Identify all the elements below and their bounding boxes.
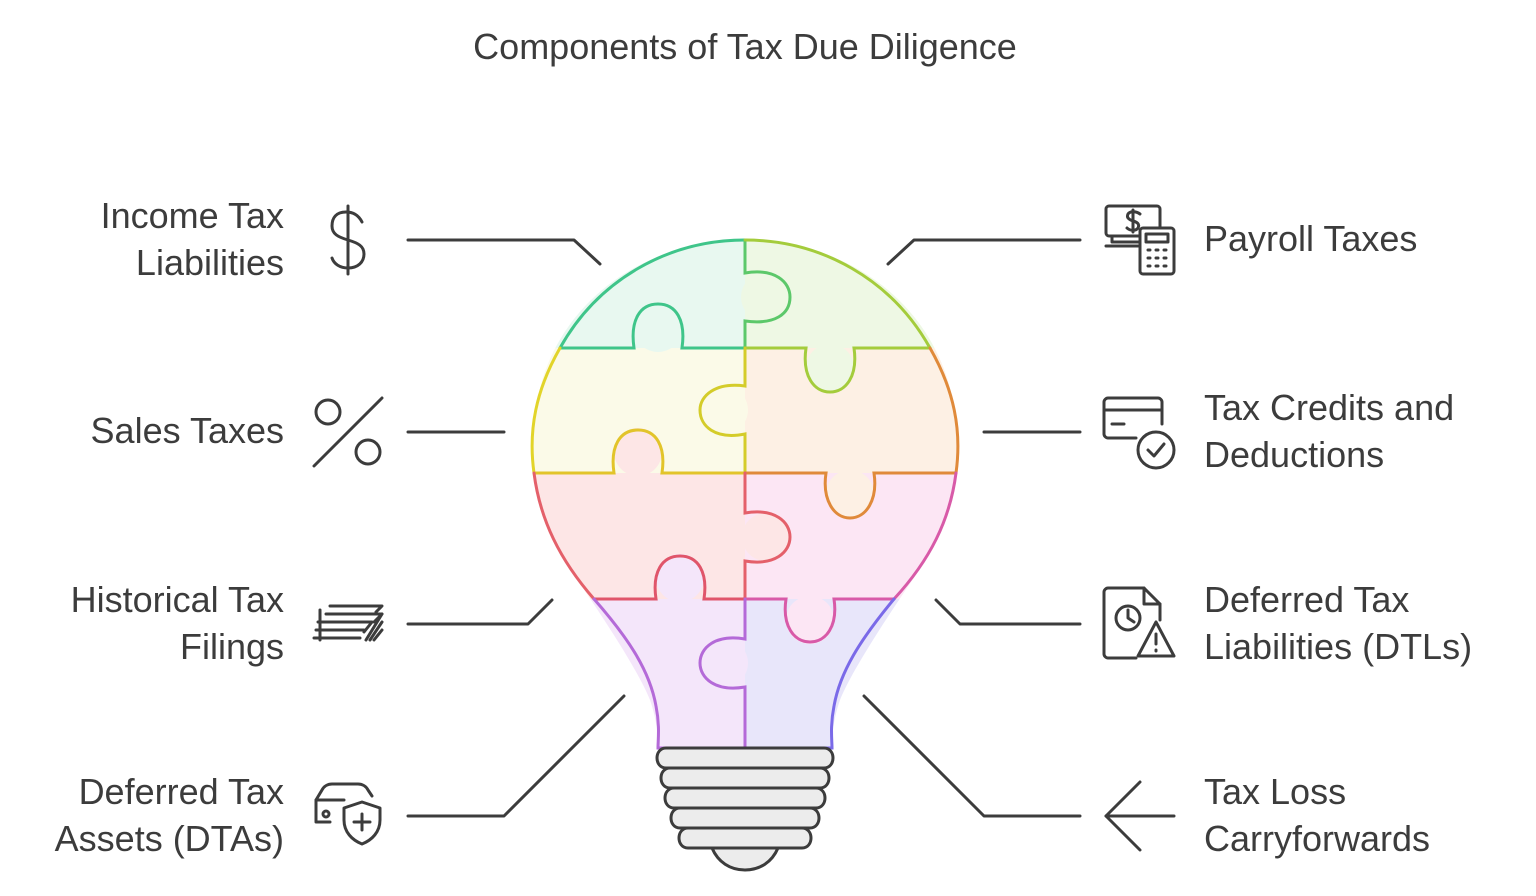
tab-red-top bbox=[614, 428, 662, 476]
label-tax-credits-deductions: Tax Credits and Deductions bbox=[1204, 384, 1534, 478]
label-line: Deductions bbox=[1204, 434, 1385, 475]
seam-7 bbox=[743, 471, 792, 601]
tab-red bbox=[742, 513, 790, 561]
label-line: Payroll Taxes bbox=[1204, 218, 1418, 259]
label-deferred-tax-liabilities: Deferred Tax Liabilities (DTLs) bbox=[1204, 576, 1534, 670]
tab-green bbox=[634, 304, 682, 352]
connector-dtas bbox=[406, 694, 626, 818]
label-line: Liabilities (DTLs) bbox=[1204, 626, 1473, 667]
label-line: Sales Taxes bbox=[90, 410, 284, 451]
connector-tax-loss bbox=[862, 694, 1082, 818]
credit-card-check-icon bbox=[1102, 396, 1176, 470]
seam-6 bbox=[743, 471, 958, 520]
bulb-base bbox=[655, 746, 835, 872]
car-shield-icon bbox=[314, 782, 382, 846]
outline-mid-right bbox=[928, 346, 960, 475]
label-line: Tax Loss bbox=[1204, 771, 1347, 812]
label-line: Deferred Tax bbox=[1204, 579, 1410, 620]
dollar-sign-icon bbox=[330, 204, 366, 276]
label-line: Filings bbox=[179, 626, 284, 667]
label-historical-tax-filings: Historical Tax Filings bbox=[4, 576, 284, 670]
connector-historical-filings bbox=[406, 598, 554, 626]
label-line: Assets (DTAs) bbox=[54, 818, 284, 859]
connector-payroll bbox=[886, 238, 1082, 266]
label-line: Deferred Tax bbox=[78, 771, 284, 812]
label-sales-taxes: Sales Taxes bbox=[4, 407, 284, 454]
outline-mid-left bbox=[530, 346, 562, 475]
document-clock-warning-icon bbox=[1102, 586, 1176, 660]
seam-4 bbox=[698, 346, 747, 475]
seam-8 bbox=[592, 554, 747, 601]
seam-2 bbox=[743, 238, 792, 350]
label-tax-loss-carryforwards: Tax Loss Carryforwards bbox=[1204, 768, 1534, 862]
base-ring-4 bbox=[669, 806, 821, 830]
tab-lime-bottom bbox=[806, 344, 854, 392]
bulb-outline bbox=[530, 238, 960, 750]
seam-1 bbox=[558, 302, 747, 350]
diagram-title: Components of Tax Due Diligence bbox=[473, 26, 1017, 67]
label-deferred-tax-assets: Deferred Tax Assets (DTAs) bbox=[4, 768, 284, 862]
outline-top-right bbox=[743, 238, 932, 350]
tab-violet-top bbox=[656, 554, 704, 602]
base-ring-1 bbox=[655, 746, 835, 770]
piece-peach bbox=[745, 348, 957, 473]
base-ring-2 bbox=[659, 766, 831, 790]
seam-3 bbox=[743, 346, 932, 394]
outline-low-right bbox=[892, 471, 958, 601]
percent-icon bbox=[312, 396, 384, 468]
seam-10 bbox=[698, 597, 747, 750]
label-income-tax-liabilities: Income Tax Liabilities bbox=[4, 192, 284, 286]
outline-low-left bbox=[532, 471, 596, 601]
outline-top-left bbox=[558, 238, 747, 350]
piece-blue bbox=[745, 599, 957, 748]
tab-yellow bbox=[700, 386, 748, 434]
seam-9 bbox=[743, 597, 896, 644]
label-payroll-taxes: Payroll Taxes bbox=[1204, 215, 1534, 262]
tab-violet bbox=[700, 639, 748, 687]
label-line: Historical Tax bbox=[70, 579, 284, 620]
label-line: Income Tax bbox=[100, 195, 284, 236]
connector-income-tax bbox=[406, 238, 602, 266]
base-ring-5 bbox=[677, 826, 813, 850]
stacked-money-icon bbox=[312, 604, 384, 642]
label-line: Tax Credits and bbox=[1204, 387, 1455, 428]
outline-neck-right bbox=[743, 597, 896, 750]
tab-pink bbox=[786, 596, 834, 644]
tab-lime bbox=[741, 273, 789, 321]
tab-peach bbox=[826, 470, 874, 518]
puzzle-seams bbox=[532, 238, 958, 750]
arrow-left-icon bbox=[1104, 780, 1176, 852]
connectors bbox=[406, 238, 1082, 818]
connector-dtls bbox=[934, 598, 1082, 626]
seam-5 bbox=[532, 428, 747, 475]
outline-neck-left bbox=[592, 597, 747, 750]
base-tip bbox=[710, 846, 780, 872]
label-line: Carryforwards bbox=[1204, 818, 1431, 859]
label-line: Liabilities bbox=[135, 242, 284, 283]
money-calculator-icon bbox=[1104, 204, 1176, 276]
base-ring-3 bbox=[663, 786, 827, 810]
